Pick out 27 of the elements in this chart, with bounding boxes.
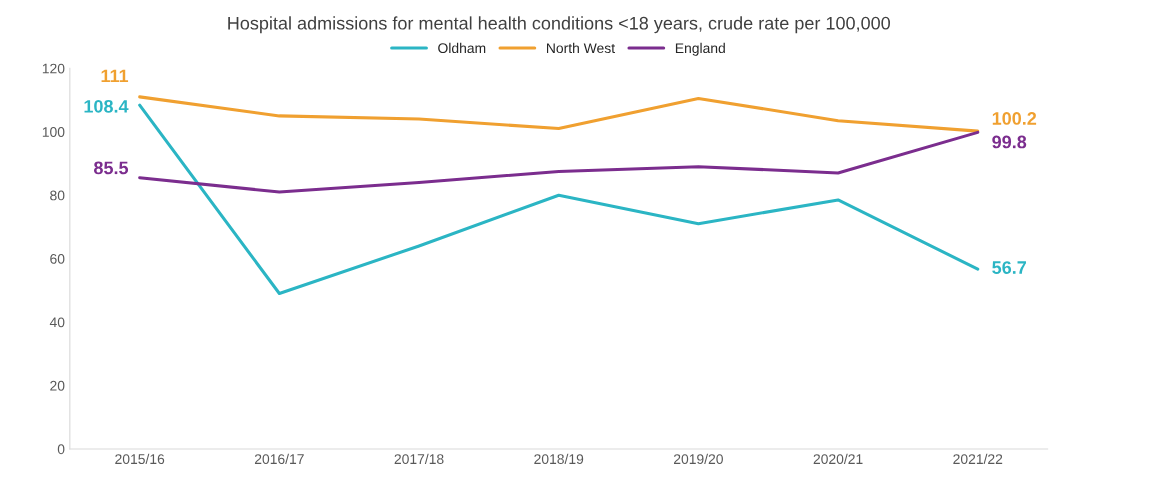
chart-title: Hospital admissions for mental health conditions <18 years, crude rate per 100,000 [228, 16, 890, 34]
y-tick-label: 40 [49, 317, 65, 328]
y-tick-label: 20 [50, 380, 65, 391]
y-tick-label: 0 [57, 444, 65, 455]
legend-label: Oldham [438, 42, 486, 54]
legend-label: England [675, 42, 725, 56]
data-label: 99.8 [992, 135, 1027, 149]
x-tick-label: 2016/17 [254, 453, 304, 465]
y-tick-label: 80 [50, 190, 65, 201]
y-tick-label: 120 [42, 63, 65, 74]
x-tick-label: 2018/19 [534, 453, 584, 465]
legend-label: North West [547, 42, 615, 54]
y-tick-label: 100 [42, 127, 65, 137]
data-label: 111 [101, 69, 129, 83]
x-tick-label: 2019/20 [674, 453, 723, 465]
line-series [138, 130, 980, 194]
y-tick-label: 60 [50, 253, 65, 264]
line-series [138, 95, 980, 133]
x-tick-label: 2015/16 [115, 453, 165, 465]
data-label: 85.5 [94, 161, 129, 175]
line-series [138, 103, 980, 296]
data-label: 100.2 [992, 112, 1037, 125]
x-tick-label: 2021/22 [953, 453, 1003, 465]
data-label: 108.4 [84, 99, 129, 113]
x-tick-label: 2020/21 [813, 453, 863, 465]
x-tick-label: 2017/18 [394, 453, 444, 465]
data-label: 56.7 [992, 261, 1026, 274]
